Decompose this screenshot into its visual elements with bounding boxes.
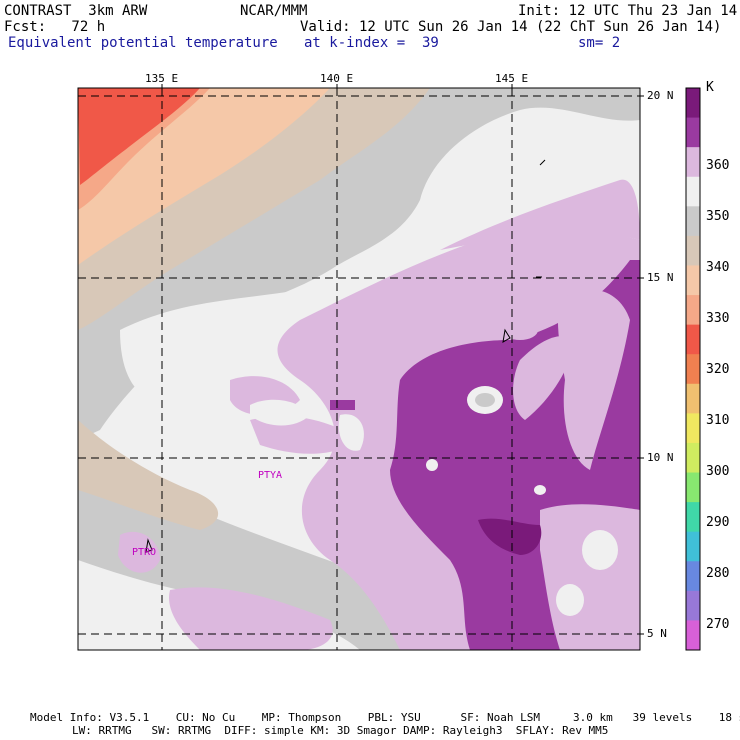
colorbar-swatch xyxy=(686,88,700,119)
colorbar-swatch xyxy=(686,472,700,503)
lon-label-135: 135 E xyxy=(145,72,179,85)
lat-label-10: 10 N xyxy=(647,451,674,464)
colorbar-label-300: 300 xyxy=(706,464,730,479)
lat-label-20: 20 N xyxy=(647,89,674,102)
colorbar-swatch xyxy=(686,176,700,207)
colorbar-swatch xyxy=(686,531,700,562)
center-name: NCAR/MMM xyxy=(240,3,308,19)
lon-label-145: 145 E xyxy=(495,72,529,85)
colorbar-swatch xyxy=(686,561,700,592)
colorbar-swatch xyxy=(686,442,700,474)
colorbar-swatch xyxy=(686,206,700,237)
valid-time: Valid: 12 UTC Sun 26 Jan 14 (22 ChT Sun … xyxy=(300,19,722,35)
model-info-line1: Model Info: V3.5.1 CU: No Cu MP: Thompso… xyxy=(30,711,740,724)
level-index: at k-index = 39 xyxy=(304,35,439,51)
lat-label-15: 15 N xyxy=(647,271,674,284)
model-info-line2: LW: RRTMG SW: RRTMG DIFF: simple KM: 3D … xyxy=(72,724,609,737)
station-label-ptya: PTYA xyxy=(258,470,282,481)
colorbar-swatch xyxy=(686,117,700,148)
colorbar-label-330: 330 xyxy=(706,311,730,326)
colorbar-label-310: 310 xyxy=(706,413,730,428)
colorbar-swatch xyxy=(686,235,700,266)
station-label-ptro: PTRO xyxy=(132,547,156,558)
colorbar-swatch xyxy=(686,413,700,444)
colorbar-swatch xyxy=(686,383,700,414)
lat-label-5: 5 N xyxy=(647,627,667,640)
model-title: CONTRAST 3km ARW xyxy=(4,3,148,19)
lon-label-140: 140 E xyxy=(320,72,354,85)
colorbar-swatch xyxy=(686,324,700,355)
init-time: Init: 12 UTC Thu 23 Jan 14 xyxy=(518,3,738,19)
colorbar-label-340: 340 xyxy=(706,260,730,275)
colorbar-swatch xyxy=(686,295,700,326)
colorbar-swatch xyxy=(686,265,700,296)
forecast-hour: Fcst: 72 h xyxy=(4,19,106,35)
colorbar-label-320: 320 xyxy=(706,362,730,377)
colorbar-swatch xyxy=(686,620,700,651)
colorbar-frame xyxy=(685,87,701,651)
colorbar-label-280: 280 xyxy=(706,566,730,581)
smoothing: sm= 2 xyxy=(578,35,621,51)
field-name: Equivalent potential temperature xyxy=(8,35,278,51)
colorbar-label-350: 350 xyxy=(706,209,730,224)
colorbar-swatch xyxy=(686,354,700,385)
colorbar-label-290: 290 xyxy=(706,515,730,530)
colorbar-label-270: 270 xyxy=(706,617,730,632)
colorbar-label-360: 360 xyxy=(706,158,730,173)
colorbar-swatch xyxy=(686,147,700,178)
colorbar-unit: K xyxy=(706,80,714,95)
colorbar-swatch xyxy=(686,502,700,533)
colorbar-swatch xyxy=(686,590,700,621)
